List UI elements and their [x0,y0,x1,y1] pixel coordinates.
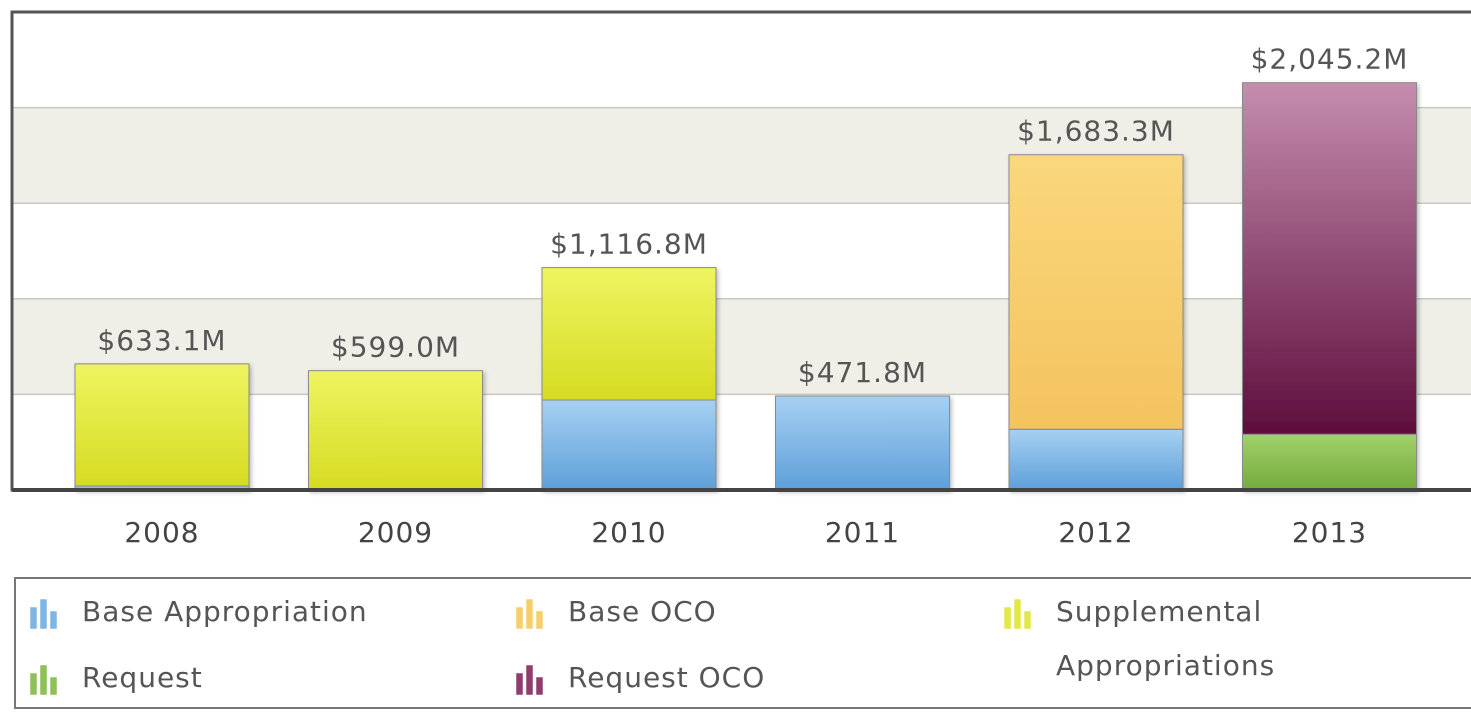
legend-label: Supplemental Appropriations [1056,595,1276,682]
data-label: $1,116.8M [550,228,708,261]
bar-chart-icon [29,664,58,696]
bar-stack-2013 [1242,82,1417,491]
bar-chart-icon [515,664,544,696]
data-label: $471.8M [798,356,927,389]
bar-segment [541,399,717,491]
x-tick-label: 2009 [358,516,433,549]
x-tick-labels: 2008 2009 2010 2011 2012 2013 [124,516,1367,549]
bar-stack-2008 [74,363,250,491]
bar-chart-icon [1003,598,1032,630]
x-tick-label: 2010 [591,516,666,549]
legend-item: Request [26,651,203,705]
legend-label: Request OCO [568,661,766,694]
bar-stack-2010 [541,267,717,491]
grid-band [12,298,1471,395]
x-tick-label: 2012 [1058,516,1133,549]
plot-background [12,12,1471,490]
x-tick-label: 2013 [1292,516,1367,549]
legend-item: Supplemental Appropriations [1000,585,1275,693]
legend-label: Base Appropriation [82,595,368,628]
bar-stack-2011 [775,395,950,491]
grid-band [12,107,1471,204]
legend-item: Base OCO [512,585,717,639]
bar-segment [1242,82,1417,435]
x-tick-label: 2011 [825,516,900,549]
bar-segment [1008,154,1184,430]
bar-chart-icon [515,598,544,630]
bar-segment [775,395,950,491]
x-tick-label: 2008 [124,516,199,549]
legend-label: Request [82,661,203,694]
legend-item: Base Appropriation [26,585,368,639]
bar-labels: $633.1M $599.0M $1,116.8M $471.8M $1,683.3M $… [97,43,1409,389]
plot-frame [10,10,1471,492]
data-label: $2,045.2M [1251,43,1409,76]
bar-stack-2009 [308,370,483,491]
bar-segment [308,370,483,491]
bar-chart-icon [29,598,58,630]
data-label: $633.1M [97,324,226,357]
legend: Base Appropriation Base OCO Supplemental Ap… [14,577,1471,709]
data-label: $1,683.3M [1017,115,1175,148]
grid-band [12,12,1471,108]
bar-segment [1242,433,1417,491]
bar-segment [74,363,250,487]
legend-label: Base OCO [568,595,717,628]
data-label: $599.0M [331,331,460,364]
bar-segment [1008,428,1184,491]
bar-chart: $633.1M $599.0M $1,116.8M $471.8M $1,683.3M $… [10,10,1471,549]
bar-segment [541,267,717,401]
grid-band [12,394,1471,490]
bars [74,82,1417,491]
grid-band [12,203,1471,299]
bar-stack-2012 [1008,154,1184,491]
legend-item: Request OCO [512,651,765,705]
